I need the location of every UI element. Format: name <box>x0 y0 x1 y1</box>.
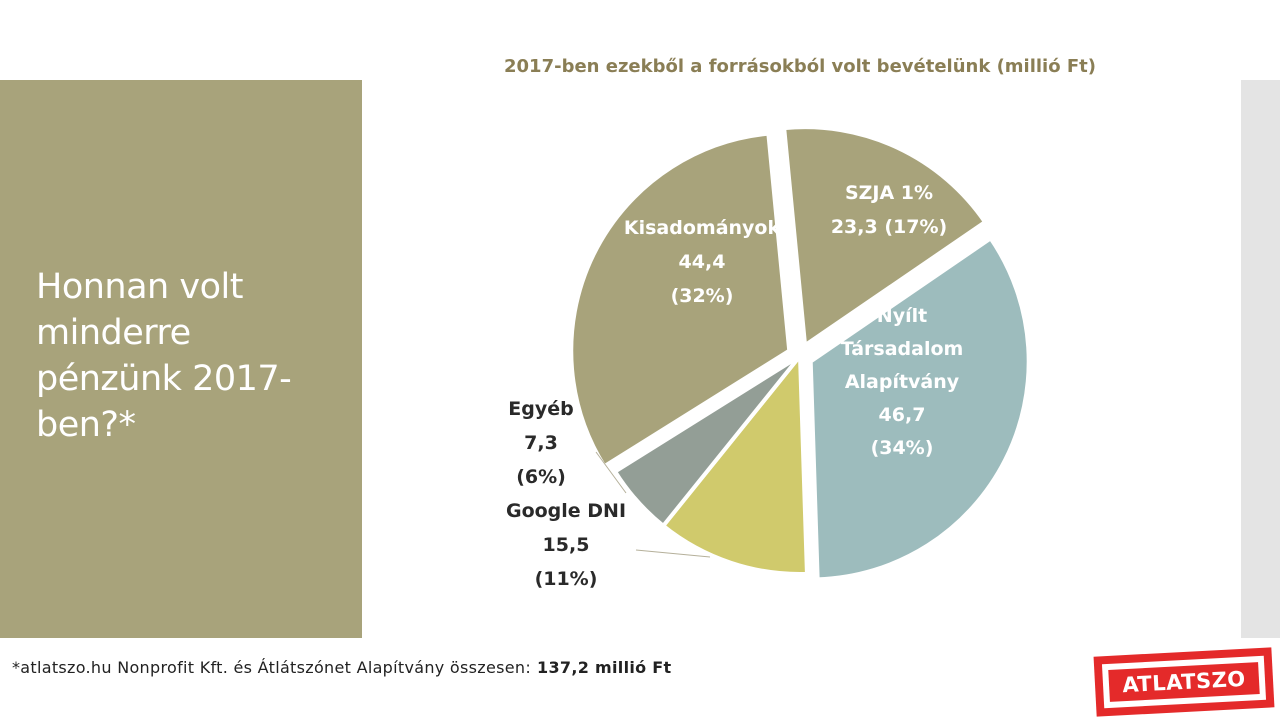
chart-title: 2017-ben ezekből a forrásokból volt bevé… <box>504 56 1096 77</box>
slice-label-nyilt-tarsadalom-alapitvany: Nyílt Társadalom Alapítvány 46,7 (34%) <box>841 305 964 459</box>
footnote-text: *atlatszo.hu Nonprofit Kft. és Átlátszón… <box>12 658 532 677</box>
slice-label-google-dni: Google DNI 15,5 (11%) <box>506 500 626 590</box>
slide-heading: Honnan volt minderre pénzünk 2017-ben?* <box>36 267 292 445</box>
pie-slice-google-dni <box>660 350 810 576</box>
footnote-total: 137,2 millió Ft <box>537 658 672 677</box>
leader-line-egyeb <box>595 451 627 494</box>
leader-line-google-dni <box>635 549 711 558</box>
pie-slice-nyilt-tarsadalom-alapitvany <box>808 235 1031 582</box>
slice-label-egyeb: Egyéb 7,3 (6%) <box>508 398 573 488</box>
pie-slice-egyeb <box>612 354 802 529</box>
pie-slice-kisadomanyok <box>569 131 792 469</box>
footnote: *atlatszo.hu Nonprofit Kft. és Átlátszón… <box>12 658 671 677</box>
atlatszo-logo: ATLATSZO <box>1093 647 1275 717</box>
pie-slice-szja-1 <box>782 125 988 349</box>
right-decor-strip <box>1241 80 1280 638</box>
slice-label-kisadomanyok: Kisadományok 44,4 (32%) <box>624 217 781 307</box>
left-title-panel <box>0 80 362 638</box>
slice-label-szja-1: SZJA 1% 23,3 (17%) <box>831 182 947 238</box>
